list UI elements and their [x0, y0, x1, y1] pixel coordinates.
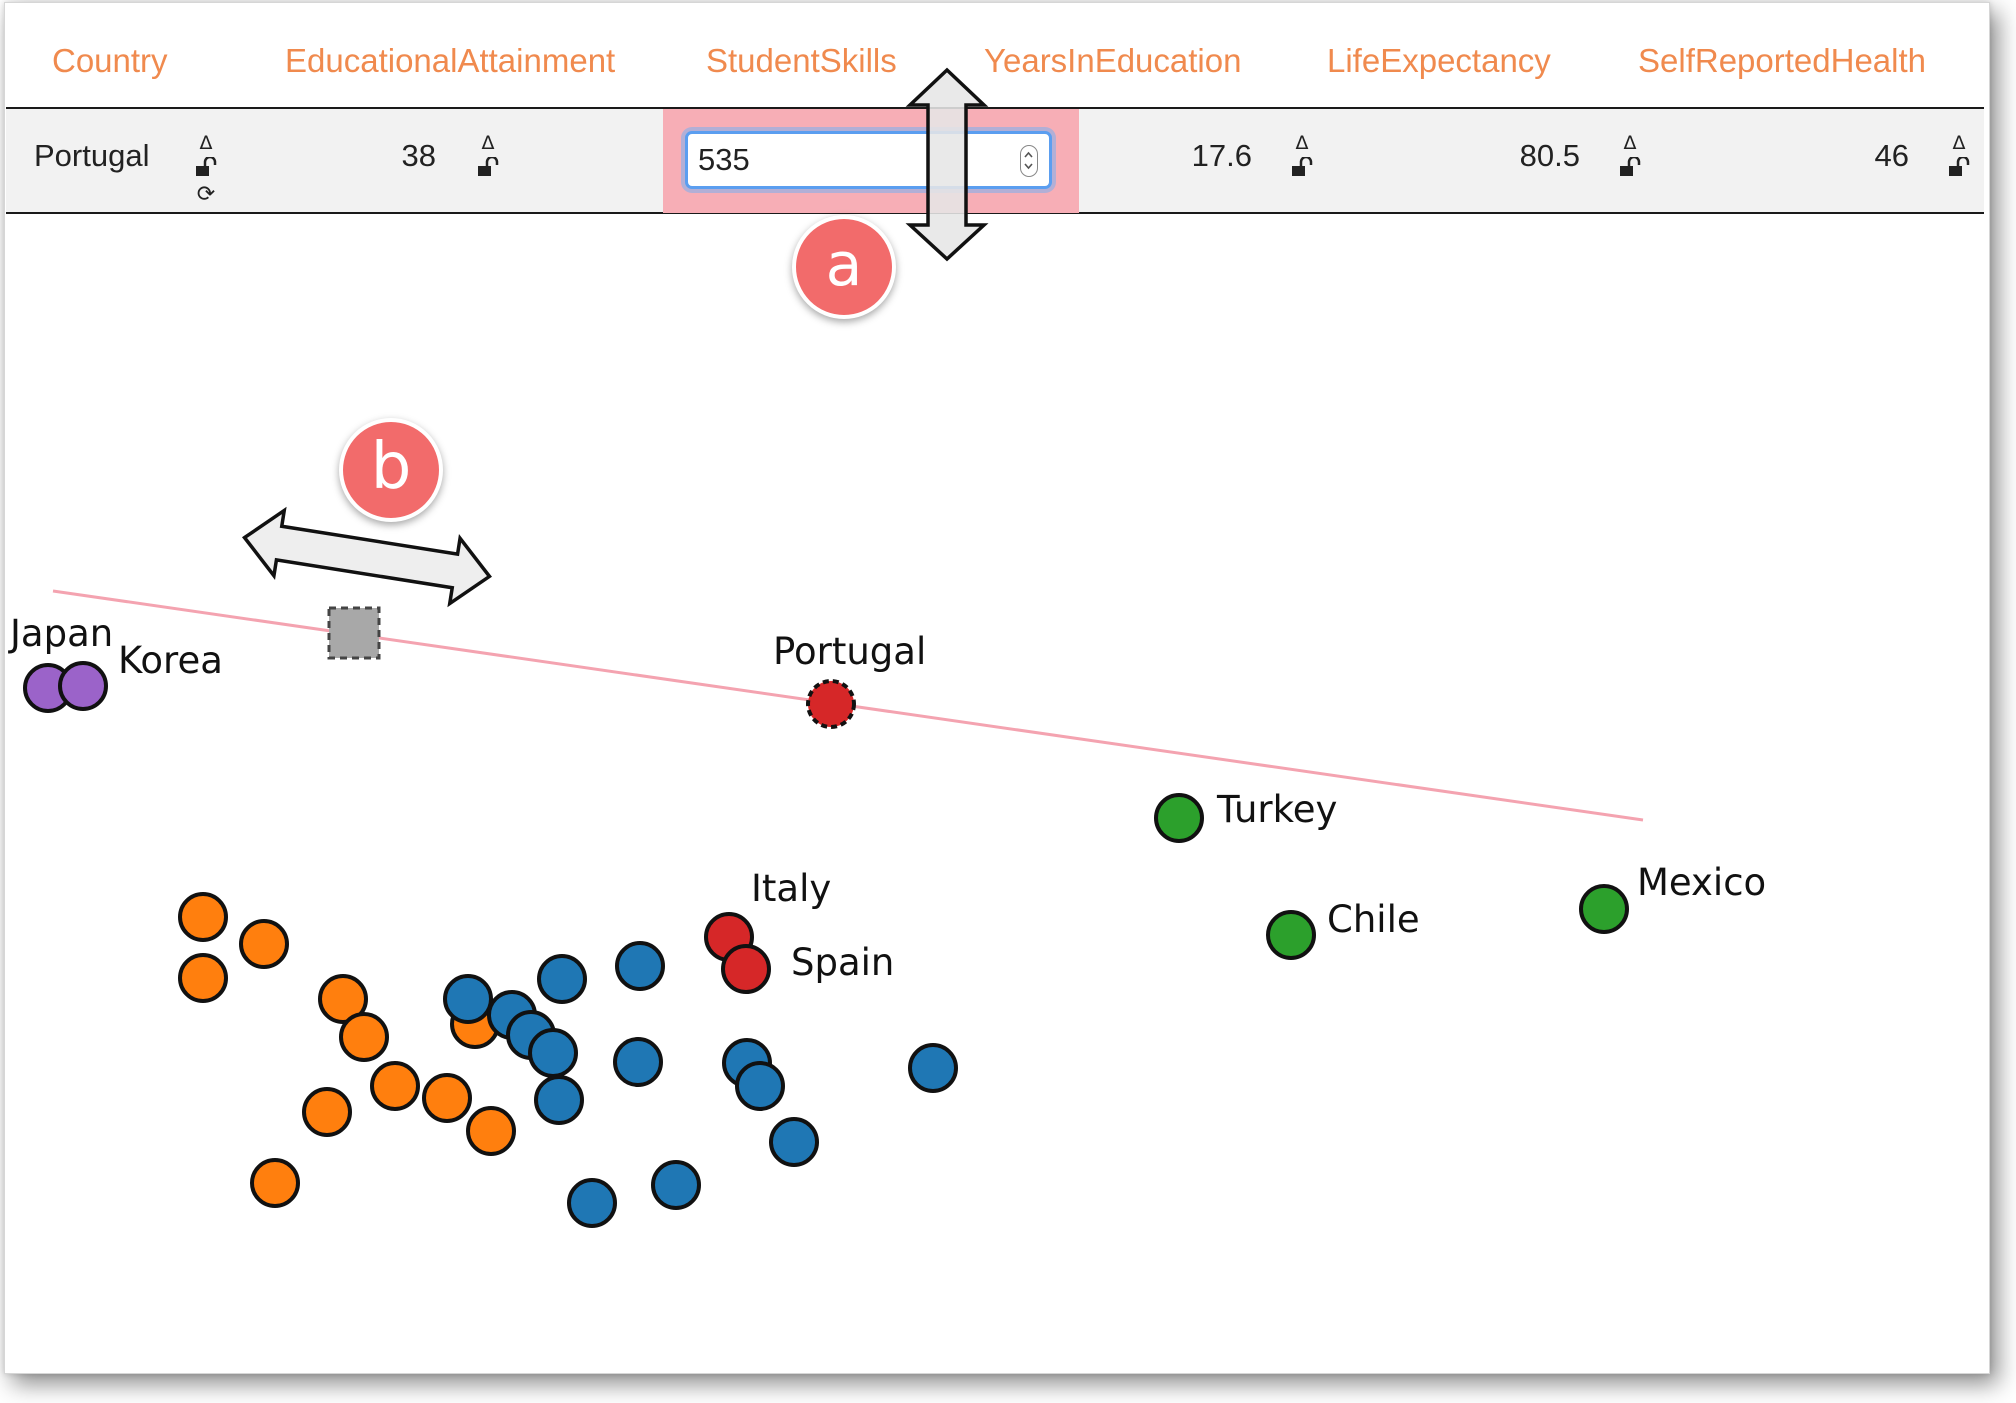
data-point-orange-10[interactable]: [178, 953, 228, 1003]
annotation-marker-b: b: [339, 418, 443, 522]
data-point-blue-32[interactable]: [567, 1178, 617, 1228]
horizontal-drag-arrow-icon: [242, 506, 492, 608]
row-divider-bottom: [6, 212, 1984, 214]
data-point-blue-29[interactable]: [769, 1117, 819, 1167]
student-skills-input[interactable]: 535: [685, 131, 1052, 189]
unlock-icon[interactable]: [1619, 157, 1641, 177]
data-point-orange-14[interactable]: [370, 1061, 420, 1111]
annotation-marker-a: a: [792, 215, 896, 319]
data-point-orange-16[interactable]: [302, 1087, 352, 1137]
years-in-education-cell: 17.6: [1191, 138, 1252, 173]
country-controls: Δ ⟳: [193, 133, 219, 207]
row-divider-top: [6, 107, 1984, 109]
label-italy: Italy: [751, 867, 831, 910]
delta-icon[interactable]: Δ: [1952, 132, 1966, 154]
data-point-orange-12[interactable]: [339, 1012, 389, 1062]
drag-handle[interactable]: [327, 606, 381, 660]
data-point-red-4[interactable]: [721, 944, 771, 994]
data-points: [23, 661, 1629, 1228]
unlock-icon[interactable]: [195, 157, 217, 177]
label-mexico: Mexico: [1637, 861, 1766, 904]
data-point-blue-28[interactable]: [735, 1061, 785, 1111]
reset-icon[interactable]: ⟳: [196, 182, 216, 207]
data-point-green-6[interactable]: [1266, 910, 1316, 960]
life-expectancy-cell: 80.5: [1519, 138, 1580, 173]
unlock-icon[interactable]: [1291, 157, 1313, 177]
data-point-blue-31[interactable]: [651, 1160, 701, 1210]
delta-icon[interactable]: Δ: [1295, 132, 1309, 154]
data-point-orange-11[interactable]: [318, 974, 368, 1024]
number-spinner[interactable]: [1020, 145, 1038, 177]
educational-attainment-cell: 38: [401, 138, 436, 173]
data-point-blue-19[interactable]: [443, 974, 493, 1024]
self-reported-health-controls: Δ: [1946, 133, 1972, 177]
data-point-green-7[interactable]: [1579, 884, 1629, 934]
data-point-orange-8[interactable]: [178, 892, 228, 942]
column-header-student-skills[interactable]: StudentSkills: [706, 42, 897, 79]
label-chile: Chile: [1327, 898, 1420, 941]
label-portugal: Portugal: [773, 630, 926, 673]
spinner-arrows-icon: [1024, 151, 1033, 170]
column-header-years-in-education[interactable]: YearsInEducation: [984, 42, 1242, 79]
delta-icon[interactable]: Δ: [1623, 132, 1637, 154]
app-window: [4, 2, 1990, 1374]
educational-attainment-controls: Δ: [475, 133, 501, 177]
data-point-blue-24[interactable]: [615, 941, 665, 991]
data-point-orange-9[interactable]: [239, 919, 289, 969]
unlock-icon[interactable]: [1948, 157, 1970, 177]
data-point-blue-23[interactable]: [537, 954, 587, 1004]
label-turkey: Turkey: [1216, 788, 1337, 831]
life-expectancy-controls: Δ: [1617, 133, 1643, 177]
data-point-blue-25[interactable]: [534, 1075, 584, 1125]
years-in-education-controls: Δ: [1289, 133, 1315, 177]
column-header-self-reported-health[interactable]: SelfReportedHealth: [1638, 42, 1927, 79]
label-japan: Japan: [8, 612, 113, 655]
unlock-icon[interactable]: [477, 157, 499, 177]
delta-icon[interactable]: Δ: [199, 132, 213, 154]
data-point-blue-22[interactable]: [528, 1028, 578, 1078]
data-point-blue-26[interactable]: [613, 1037, 663, 1087]
data-point-blue-30[interactable]: [908, 1043, 958, 1093]
data-point-orange-17[interactable]: [466, 1106, 516, 1156]
column-header-educational-attainment[interactable]: EducationalAttainment: [285, 42, 616, 79]
column-header-country[interactable]: Country: [52, 42, 168, 79]
data-point-orange-18[interactable]: [250, 1158, 300, 1208]
data-point-orange-15[interactable]: [422, 1073, 472, 1123]
delta-icon[interactable]: Δ: [481, 132, 495, 154]
label-korea: Korea: [118, 639, 223, 682]
data-point-green-5[interactable]: [1154, 793, 1204, 843]
data-point-red-2[interactable]: [806, 679, 856, 729]
self-reported-health-cell: 46: [1874, 138, 1909, 173]
label-spain: Spain: [791, 941, 894, 984]
country-cell: Portugal: [34, 138, 150, 173]
data-point-purple-1[interactable]: [58, 661, 108, 711]
column-header-life-expectancy[interactable]: LifeExpectancy: [1327, 42, 1551, 79]
